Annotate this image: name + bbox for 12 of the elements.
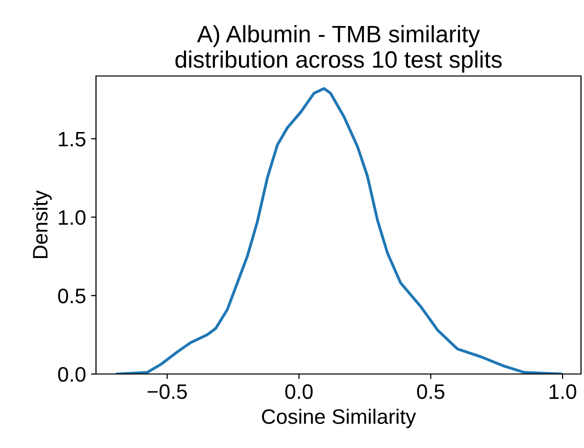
y-tick-label: 0.5 <box>58 288 86 304</box>
x-tick-label: 0.5 <box>417 384 444 400</box>
x-axis-title: Cosine Similarity <box>262 408 416 428</box>
x-tick-label: −0.5 <box>148 384 187 400</box>
y-tick-label: 0.0 <box>58 367 86 382</box>
y-tick-label: 1.5 <box>58 132 86 146</box>
x-tick-label: 0.0 <box>285 384 313 400</box>
line-series <box>116 87 562 374</box>
chart-title: A) Albumin - TMB similarity distribution across 10 test splits <box>175 25 502 73</box>
x-tick-label: 1.0 <box>550 384 576 400</box>
y-tick-label: 1.0 <box>58 210 86 225</box>
y-axis-title: Density <box>32 190 52 258</box>
